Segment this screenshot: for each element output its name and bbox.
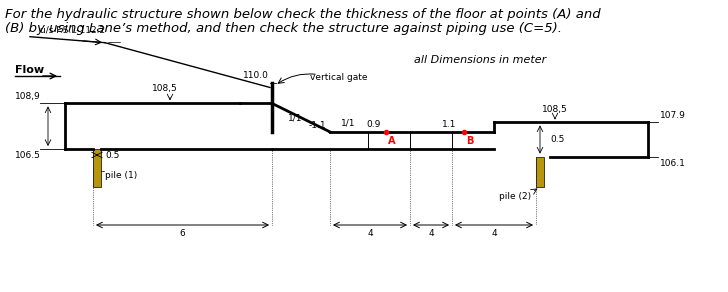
Text: 1.1: 1.1 xyxy=(442,120,456,129)
Text: 1/1: 1/1 xyxy=(288,113,302,122)
Text: pile (2): pile (2) xyxy=(499,192,531,201)
Bar xyxy=(536,157,544,187)
Text: 108,5: 108,5 xyxy=(542,105,568,114)
Text: 1/1: 1/1 xyxy=(341,119,355,128)
Text: For the hydraulic structure shown below check the thickness of the floor at poin: For the hydraulic structure shown below … xyxy=(5,8,601,21)
Text: 107.9: 107.9 xyxy=(660,112,686,120)
Text: pile (1): pile (1) xyxy=(105,171,138,180)
Text: 106.1: 106.1 xyxy=(660,159,686,168)
Text: -1.1: -1.1 xyxy=(309,121,326,130)
Text: Flow: Flow xyxy=(15,65,44,75)
Text: 6: 6 xyxy=(180,229,186,238)
Text: u/s F.S.L-112.2: u/s F.S.L-112.2 xyxy=(40,26,105,35)
Text: 4: 4 xyxy=(491,229,496,238)
Text: 0.5: 0.5 xyxy=(105,150,119,159)
Text: B: B xyxy=(466,136,473,146)
Text: (B) by using Lane’s method, and then check the structure against piping use (C=5: (B) by using Lane’s method, and then che… xyxy=(5,22,562,35)
Text: 4: 4 xyxy=(428,229,434,238)
Text: 0.5: 0.5 xyxy=(550,135,564,144)
Text: 106.5: 106.5 xyxy=(15,151,41,160)
Text: 4: 4 xyxy=(367,229,373,238)
Text: all Dimensions in meter: all Dimensions in meter xyxy=(414,55,546,65)
Text: vertical gate: vertical gate xyxy=(310,72,368,81)
Text: 110.0: 110.0 xyxy=(243,72,269,81)
Text: 0.9: 0.9 xyxy=(367,120,381,129)
Bar xyxy=(93,149,101,187)
Text: A: A xyxy=(388,136,395,146)
Text: 108,5: 108,5 xyxy=(152,84,178,93)
Text: 108,9: 108,9 xyxy=(15,92,41,101)
